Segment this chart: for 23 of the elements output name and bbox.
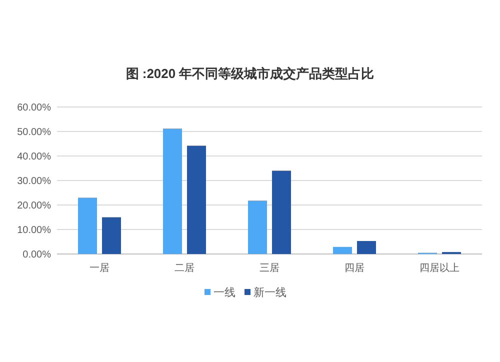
legend-label: 一线 bbox=[214, 286, 236, 299]
x-tick-label: 四居 bbox=[344, 263, 364, 274]
chart-title: 图 :2020 年不同等级城市成交产品类型占比 bbox=[126, 66, 374, 81]
y-tick-label: 10.00% bbox=[17, 225, 52, 236]
bar bbox=[333, 246, 352, 254]
bar bbox=[78, 198, 97, 254]
y-tick-label: 40.00% bbox=[17, 152, 52, 162]
bar bbox=[187, 146, 206, 254]
x-tick-label: 二居 bbox=[174, 263, 194, 274]
bar bbox=[357, 241, 376, 254]
y-tick-label: 20.00% bbox=[17, 200, 52, 212]
bar bbox=[272, 170, 291, 254]
y-tick-label: 50.00% bbox=[17, 127, 52, 138]
legend-label: 新一线 bbox=[254, 286, 286, 299]
x-tick-label: 三居 bbox=[260, 263, 280, 274]
bar bbox=[248, 200, 267, 254]
bar bbox=[163, 128, 182, 254]
y-tick-label: 0.00% bbox=[22, 250, 52, 260]
y-tick-label: 60.00% bbox=[17, 102, 52, 114]
bar bbox=[102, 217, 121, 254]
x-tick-label: 四居以上 bbox=[420, 262, 460, 274]
x-tick-label: 一居 bbox=[90, 263, 110, 274]
y-tick-label: 30.00% bbox=[17, 176, 52, 187]
